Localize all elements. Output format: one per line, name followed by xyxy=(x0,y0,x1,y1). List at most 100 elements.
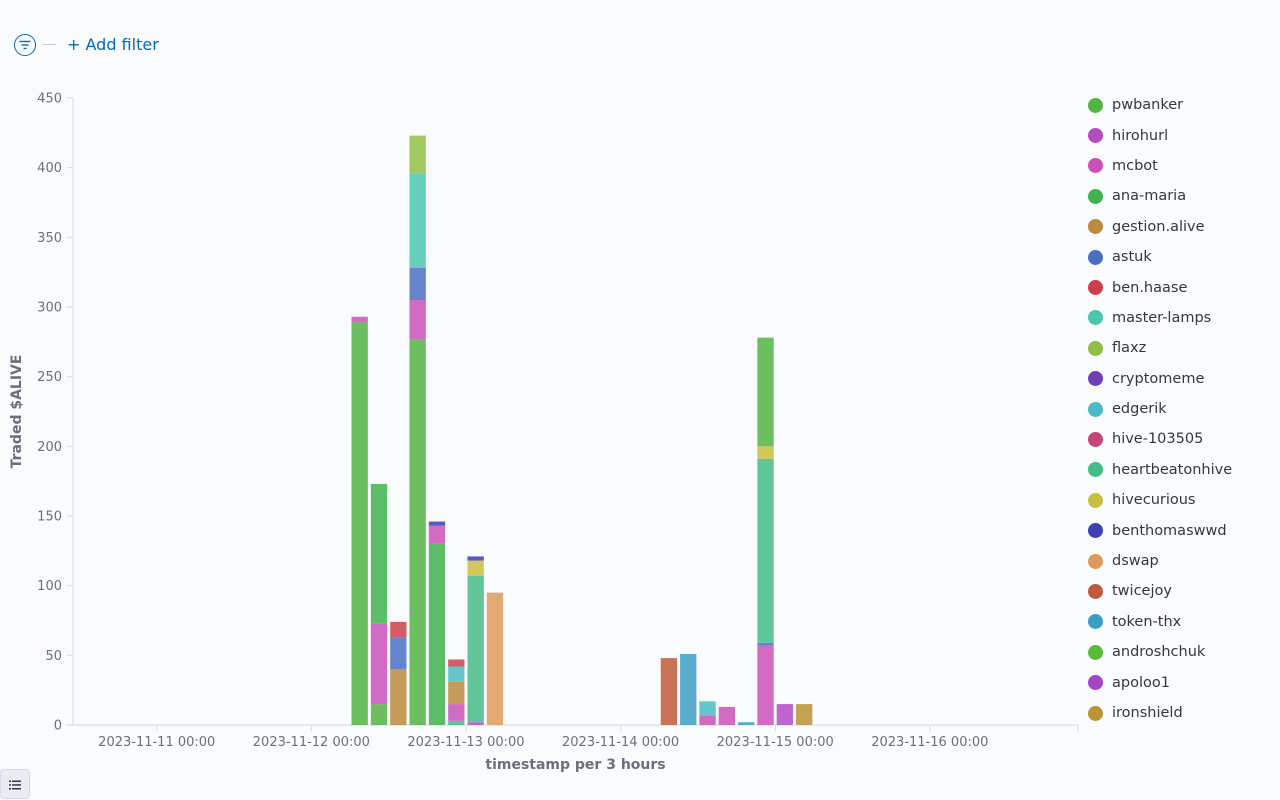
bar-segment-token-thx[interactable] xyxy=(680,653,697,725)
legend-item-androshchuk[interactable]: androshchuk xyxy=(1088,637,1278,667)
legend-item-hivecurious[interactable]: hivecurious xyxy=(1088,485,1278,515)
bar-segment-twicejoy[interactable] xyxy=(660,658,678,725)
bar-segment-edgerik[interactable] xyxy=(448,666,465,682)
legend-color-dot xyxy=(1088,219,1103,235)
x-tick-label: 2023-11-16 00:00 xyxy=(871,735,988,750)
legend-label: benthomaswwd xyxy=(1112,522,1227,539)
bar-segment-mcbot[interactable] xyxy=(699,715,716,725)
x-axis-title: timestamp per 3 hours xyxy=(485,757,665,773)
bar-segment-heartbeatonhive[interactable] xyxy=(467,575,484,723)
legend-item-edgerik[interactable]: edgerik xyxy=(1088,394,1278,424)
legend-item-twicejoy[interactable]: twicejoy xyxy=(1088,576,1278,606)
bar-segment-hivecurious[interactable] xyxy=(467,560,484,576)
legend-item-hive-103505[interactable]: hive-103505 xyxy=(1088,424,1278,454)
bar-segment-gestion.alive[interactable] xyxy=(390,669,407,725)
legend-item-heartbeatonhive[interactable]: heartbeatonhive xyxy=(1088,455,1278,485)
legend-label: edgerik xyxy=(1112,401,1167,418)
bar-stack[interactable] xyxy=(660,658,678,725)
bar-segment-gestion.alive[interactable] xyxy=(448,681,465,705)
bar-segment-ana-maria[interactable] xyxy=(370,483,388,624)
bar-stack[interactable] xyxy=(680,653,697,725)
bar-segment-mcbot[interactable] xyxy=(370,623,388,705)
bar-stack[interactable] xyxy=(409,135,426,725)
bar-segment-mcbot[interactable] xyxy=(351,316,368,323)
bar-segment-astuk[interactable] xyxy=(390,637,407,670)
bar-segment-token-thx[interactable] xyxy=(738,722,755,725)
legend-color-dot xyxy=(1088,431,1103,447)
legend-item-benthomaswwd[interactable]: benthomaswwd xyxy=(1088,515,1278,545)
y-tick-label: 400 xyxy=(37,161,62,176)
legend-label: heartbeatonhive xyxy=(1112,461,1233,478)
bar-segment-pwbanker[interactable] xyxy=(351,322,368,725)
bar-segment-astuk[interactable] xyxy=(409,267,426,301)
legend-label: cryptomeme xyxy=(1112,370,1205,387)
legend-toggle-button[interactable] xyxy=(0,769,30,799)
legend-item-cryptomeme[interactable]: cryptomeme xyxy=(1088,364,1278,394)
bar-segment-mcbot[interactable] xyxy=(428,525,446,544)
bar-stack[interactable] xyxy=(796,704,813,725)
bar-segment-ben.haase[interactable] xyxy=(390,621,407,638)
bar-segment-mcbot[interactable] xyxy=(718,706,736,725)
bar-segment-heartbeatonhive[interactable] xyxy=(757,458,774,643)
bar-stack[interactable] xyxy=(738,722,755,725)
legend-label: twicejoy xyxy=(1112,583,1172,600)
bar-stack[interactable] xyxy=(467,556,484,725)
legend-item-mcbot[interactable]: mcbot xyxy=(1088,151,1278,181)
legend-label: androshchuk xyxy=(1112,644,1206,661)
bar-stack[interactable] xyxy=(448,659,465,725)
legend-label: ironshield xyxy=(1112,705,1183,721)
legend-item-gestion.alive[interactable]: gestion.alive xyxy=(1088,212,1278,242)
legend-item-ben.haase[interactable]: ben.haase xyxy=(1088,272,1278,302)
bar-stack[interactable] xyxy=(390,621,407,725)
bar-segment-edgerik[interactable] xyxy=(699,701,716,716)
bar-segment-mcbot[interactable] xyxy=(409,300,426,340)
legend-item-pwbanker[interactable]: pwbanker xyxy=(1088,90,1278,120)
bar-segment-dswap[interactable] xyxy=(486,592,504,725)
legend-item-token-thx[interactable]: token-thx xyxy=(1088,607,1278,637)
bar-stack[interactable] xyxy=(370,483,388,725)
bar-segment-ana-maria[interactable] xyxy=(428,543,446,725)
bar-segment-benthomaswwd[interactable] xyxy=(428,521,446,526)
bar-segment-flaxz[interactable] xyxy=(409,135,426,174)
bar-segment-hirohurl[interactable] xyxy=(467,722,484,725)
legend-label: ana-maria xyxy=(1112,188,1187,205)
legend-item-dswap[interactable]: dswap xyxy=(1088,546,1278,576)
bar-segment-hirohurl[interactable] xyxy=(776,704,794,725)
bar-segment-astuk[interactable] xyxy=(757,642,774,646)
bar-segment-heartbeatonhive[interactable] xyxy=(448,720,465,725)
legend-color-dot xyxy=(1088,553,1103,569)
bar-stack[interactable] xyxy=(757,337,774,725)
bar-segment-mcbot[interactable] xyxy=(448,704,465,721)
filter-toggle-button[interactable] xyxy=(14,34,36,56)
legend-color-dot xyxy=(1088,128,1103,144)
legend-color-dot xyxy=(1088,158,1103,174)
legend-item-ana-maria[interactable]: ana-maria xyxy=(1088,181,1278,211)
bar-stack[interactable] xyxy=(718,706,736,725)
bar-segment-mcbot[interactable] xyxy=(757,645,774,725)
bar-stack[interactable] xyxy=(351,316,368,725)
bar-segment-hivecurious[interactable] xyxy=(757,446,774,459)
x-tick-label: 2023-11-14 00:00 xyxy=(562,735,679,750)
legend-item-flaxz[interactable]: flaxz xyxy=(1088,333,1278,363)
bar-segment-ironshield[interactable] xyxy=(796,704,813,725)
add-filter-button[interactable]: + Add filter xyxy=(67,35,159,54)
bar-segment-ben.haase[interactable] xyxy=(448,659,465,667)
bar-stack[interactable] xyxy=(486,592,504,725)
legend-item-ironshield[interactable]: ironshield xyxy=(1088,698,1278,728)
bar-segment-master-lamps[interactable] xyxy=(409,173,426,268)
y-tick-label: 0 xyxy=(54,719,62,734)
bar-segment-pwbanker[interactable] xyxy=(409,339,426,725)
bar-stack[interactable] xyxy=(776,704,794,725)
legend-color-dot xyxy=(1088,371,1103,387)
bar-stack[interactable] xyxy=(428,521,446,725)
legend-item-master-lamps[interactable]: master-lamps xyxy=(1088,303,1278,333)
legend-label: hirohurl xyxy=(1112,127,1169,144)
legend-item-astuk[interactable]: astuk xyxy=(1088,242,1278,272)
bar-stack[interactable] xyxy=(699,701,716,725)
bar-segment-pwbanker[interactable] xyxy=(757,337,774,447)
legend-item-apoloo1[interactable]: apoloo1 xyxy=(1088,667,1278,697)
legend-label: dswap xyxy=(1112,553,1159,570)
bar-segment-pwbanker[interactable] xyxy=(370,704,388,725)
legend-item-hirohurl[interactable]: hirohurl xyxy=(1088,120,1278,150)
bar-segment-benthomaswwd[interactable] xyxy=(467,556,484,561)
